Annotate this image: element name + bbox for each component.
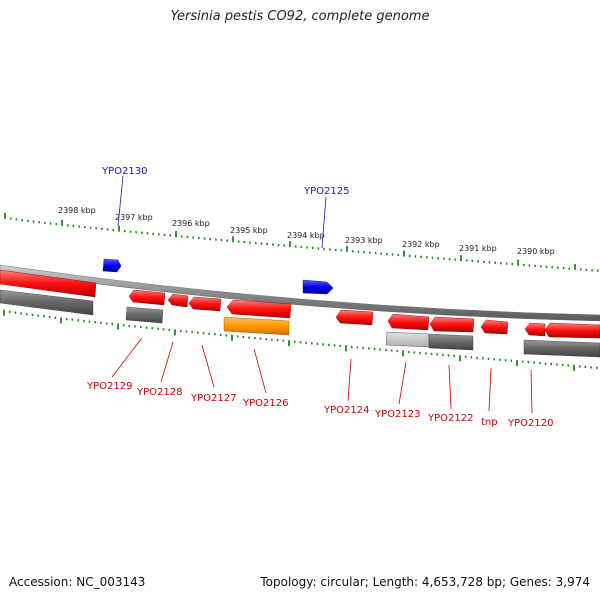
gene-YPO2126[interactable]	[226, 299, 292, 319]
scale-label-2396: 2396 kbp	[172, 219, 210, 228]
feature-bar-4[interactable]	[428, 333, 474, 351]
gene-YPO2120-a[interactable]	[524, 322, 546, 337]
scale-label-2395: 2395 kbp	[230, 226, 268, 235]
gene-YPO2130[interactable]	[102, 258, 122, 273]
gene-YPO2122[interactable]	[429, 316, 475, 333]
gene-YPO2123[interactable]	[387, 313, 430, 331]
forward-strand-genes	[102, 258, 334, 295]
label-YPO2130[interactable]: YPO2130	[101, 166, 147, 177]
label-YPO2128[interactable]: YPO2128	[136, 387, 182, 398]
scale-labels: 2398 kbp 2397 kbp 2396 kbp 2395 kbp 2394…	[58, 206, 555, 256]
reverse-strand-genes	[0, 269, 600, 339]
inner-scale-ticks	[3, 309, 598, 371]
label-YPO2129[interactable]: YPO2129	[86, 381, 132, 392]
gene-YPO2120[interactable]	[544, 322, 600, 339]
gene-YPO2127[interactable]	[188, 296, 222, 312]
label-YPO2127[interactable]: YPO2127	[190, 393, 236, 404]
scale-label-2398: 2398 kbp	[58, 206, 96, 215]
gene-YPO2128-a[interactable]	[128, 289, 166, 306]
gene-YPO2124[interactable]	[335, 309, 374, 326]
label-YPO2124[interactable]: YPO2124	[323, 405, 369, 416]
genome-summary-text: Topology: circular; Length: 4,653,728 bp…	[260, 575, 590, 589]
scale-label-2397: 2397 kbp	[115, 213, 153, 222]
scale-label-2394: 2394 kbp	[287, 231, 325, 240]
scale-label-2393: 2393 kbp	[345, 236, 383, 245]
scale-label-2392: 2392 kbp	[402, 240, 440, 249]
reverse-gene-labels: YPO2129 YPO2128 YPO2127 YPO2126 YPO2124 …	[86, 337, 553, 429]
label-YPO2122[interactable]: YPO2122	[427, 413, 473, 424]
feature-bar-3[interactable]	[385, 331, 430, 348]
gene-tnp[interactable]	[480, 319, 509, 335]
label-YPO2123[interactable]: YPO2123	[374, 409, 420, 420]
genome-title: Yersinia pestis CO92, complete genome	[170, 9, 430, 24]
label-YPO2120[interactable]: YPO2120	[507, 418, 553, 429]
feature-bar-1[interactable]	[0, 289, 94, 316]
label-tnp[interactable]: tnp	[481, 417, 498, 428]
gene-highlight[interactable]	[223, 316, 290, 336]
label-YPO2125[interactable]: YPO2125	[303, 186, 349, 197]
outer-scale-ticks	[4, 212, 599, 272]
genome-backbone	[0, 264, 600, 322]
gene-YPO2129-block[interactable]	[0, 269, 97, 298]
gray-feature-track	[0, 289, 600, 358]
scale-label-2390: 2390 kbp	[517, 247, 555, 256]
scale-label-2391: 2391 kbp	[459, 244, 497, 253]
label-YPO2126[interactable]: YPO2126	[242, 398, 288, 409]
feature-bar-2[interactable]	[125, 306, 164, 324]
gene-YPO2128[interactable]	[167, 293, 189, 308]
gene-YPO2125[interactable]	[302, 279, 334, 295]
accession-text: Accession: NC_003143	[9, 575, 146, 589]
forward-gene-labels: YPO2130 YPO2125	[101, 166, 349, 249]
feature-bar-5[interactable]	[523, 339, 600, 358]
